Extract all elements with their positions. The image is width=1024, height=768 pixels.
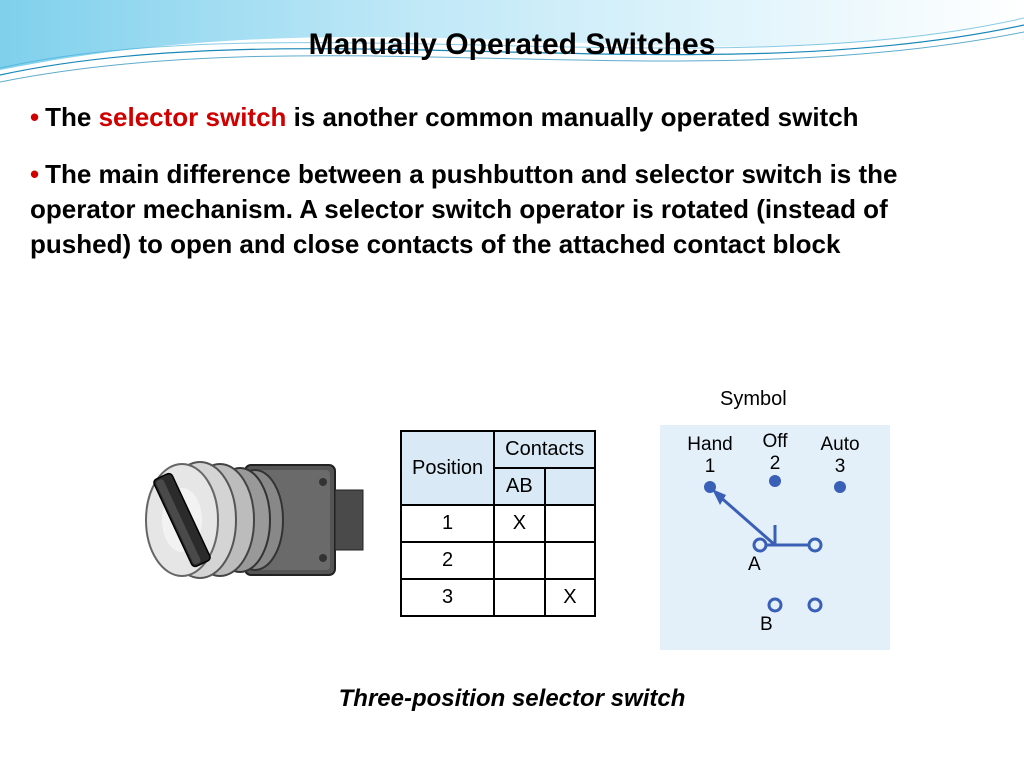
slide-title: Manually Operated Switches <box>0 28 1024 62</box>
table-cell-c2: X <box>545 579 595 616</box>
symbol-pos2-num: 2 <box>770 453 781 474</box>
symbol-diagram: Hand Off Auto 1 2 3 A B <box>660 425 890 650</box>
contact-open-icon <box>809 599 821 611</box>
contact-open-icon <box>769 599 781 611</box>
bullet-2-text: The main difference between a pushbutton… <box>30 159 898 259</box>
table-header-ab: AB <box>494 468 544 505</box>
bullet-1-pre: The <box>45 102 98 132</box>
bullet-1-post: is another common manually operated swit… <box>286 102 858 132</box>
selector-arm-icon <box>718 495 775 545</box>
table-cell-ab <box>494 542 544 579</box>
symbol-pos3-label: Auto <box>820 434 859 455</box>
symbol-pos3-num: 3 <box>835 456 846 477</box>
selector-switch-photo <box>110 435 370 605</box>
table-header-blank <box>545 468 595 505</box>
bullet-1-highlight: selector switch <box>99 102 287 132</box>
symbol-pos2-label: Off <box>763 431 789 452</box>
table-header-position: Position <box>401 431 494 505</box>
table-cell-ab <box>494 579 544 616</box>
contacts-table: Position Contacts AB 1 X 2 3 X <box>400 430 596 617</box>
table-cell-c2 <box>545 505 595 542</box>
symbol-pos1-label: Hand <box>687 434 732 455</box>
symbol-dot-icon <box>769 475 781 487</box>
figure-caption: Three-position selector switch <box>0 685 1024 713</box>
symbol-heading: Symbol <box>720 388 787 411</box>
table-row: 3 X <box>401 579 595 616</box>
table-cell-pos: 1 <box>401 505 494 542</box>
table-cell-ab: X <box>494 505 544 542</box>
bullet-dot-icon: • <box>30 159 39 189</box>
bullet-dot-icon: • <box>30 102 39 132</box>
arrowhead-icon <box>712 489 726 505</box>
table-header-contacts: Contacts <box>494 431 595 468</box>
contact-open-icon <box>754 539 766 551</box>
table-row: 1 X <box>401 505 595 542</box>
content-area: •The selector switch is another common m… <box>30 100 990 284</box>
table-cell-c2 <box>545 542 595 579</box>
symbol-pos1-num: 1 <box>705 456 716 477</box>
table-cell-pos: 3 <box>401 579 494 616</box>
symbol-label-b: B <box>760 614 773 635</box>
bullet-1: •The selector switch is another common m… <box>30 100 990 135</box>
symbol-dot-icon <box>834 481 846 493</box>
table-cell-pos: 2 <box>401 542 494 579</box>
contact-open-icon <box>809 539 821 551</box>
symbol-label-a: A <box>748 554 761 575</box>
table-row: 2 <box>401 542 595 579</box>
bullet-2: •The main difference between a pushbutto… <box>30 157 990 262</box>
